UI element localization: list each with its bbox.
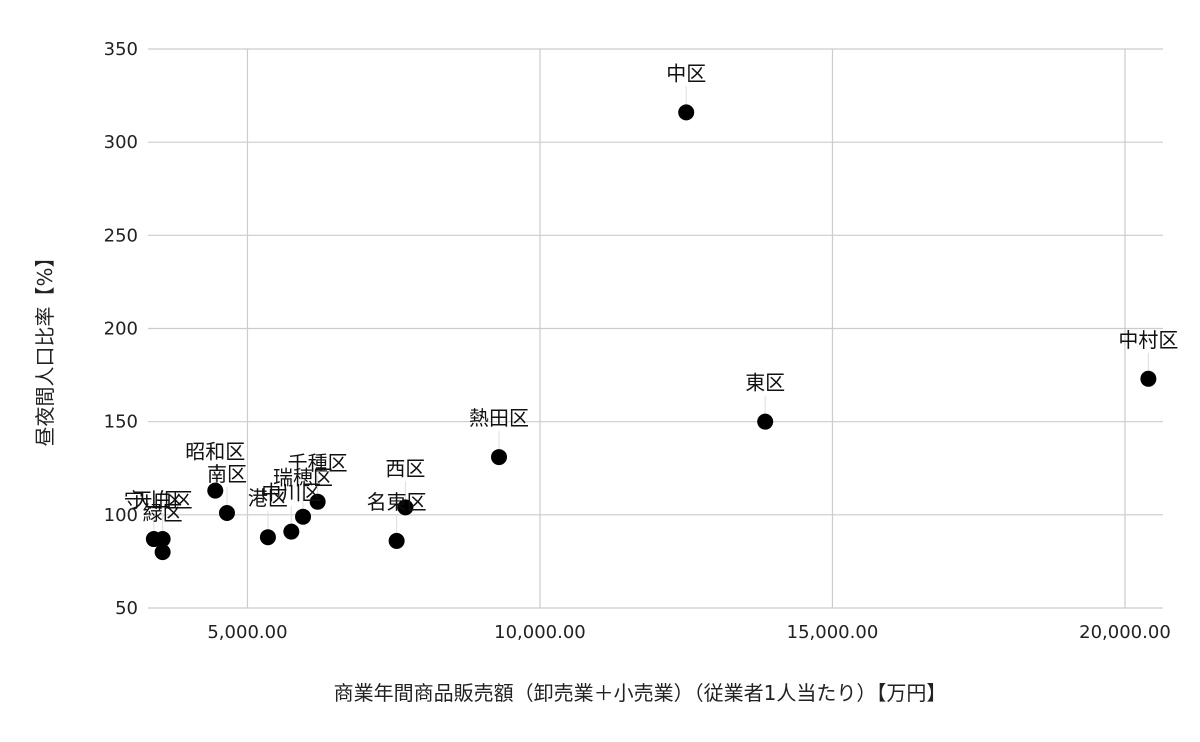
y-tick-label: 100 [104, 505, 138, 526]
point-label: 港区 [248, 486, 288, 510]
x-tick-label: 15,000.00 [787, 622, 879, 643]
data-point [309, 493, 326, 510]
point-label: 西区 [385, 456, 425, 480]
data-point [145, 531, 162, 548]
data-point [1140, 370, 1157, 387]
data-points [145, 104, 1157, 561]
x-tick-label: 10,000.00 [494, 622, 586, 643]
x-tick-label: 5,000.00 [207, 622, 287, 643]
data-point [259, 529, 276, 546]
y-tick-label: 300 [104, 132, 138, 153]
y-tick-label: 50 [115, 598, 138, 619]
y-tick-label: 150 [104, 412, 138, 433]
point-label: 中村区 [1118, 328, 1178, 352]
point-label: 昭和区 [185, 440, 245, 464]
point-label: 東区 [745, 371, 785, 395]
point-label: 名東区 [367, 490, 427, 514]
data-point [218, 504, 235, 521]
x-tick-label: 20,000.00 [1079, 622, 1171, 643]
point-label: 南区 [207, 462, 247, 486]
x-tick-labels: 5,000.00 10,000.00 15,000.00 20,000.00 [207, 622, 1170, 643]
y-tick-labels: 50 100 150 200 250 300 350 [104, 39, 138, 619]
data-point [678, 104, 695, 121]
y-axis-title: 昼夜間人口比率【%】 [33, 247, 57, 446]
x-axis-title: 商業年間商品販売額（卸売業＋小売業）（従業者1人当たり）【万円】 [334, 681, 947, 705]
y-tick-label: 250 [104, 225, 138, 246]
data-point [397, 499, 414, 516]
point-label: 守山区 [124, 488, 184, 512]
data-point [207, 482, 224, 499]
y-tick-label: 200 [104, 319, 138, 340]
data-point [757, 413, 774, 430]
point-label: 天白区 [133, 488, 193, 512]
data-point [388, 532, 405, 549]
point-label: 瑞穂区 [273, 466, 333, 490]
data-point [154, 544, 171, 561]
data-point [491, 449, 508, 466]
point-label: 中川区 [261, 481, 321, 505]
point-label: 中区 [666, 61, 706, 85]
point-label: 緑区 [143, 501, 183, 525]
point-label: 熱田区 [469, 406, 529, 430]
data-point [283, 523, 300, 540]
point-label: 千種区 [288, 451, 348, 475]
data-point [295, 508, 312, 525]
grid-lines [148, 48, 1163, 609]
y-tick-label: 350 [104, 39, 138, 60]
